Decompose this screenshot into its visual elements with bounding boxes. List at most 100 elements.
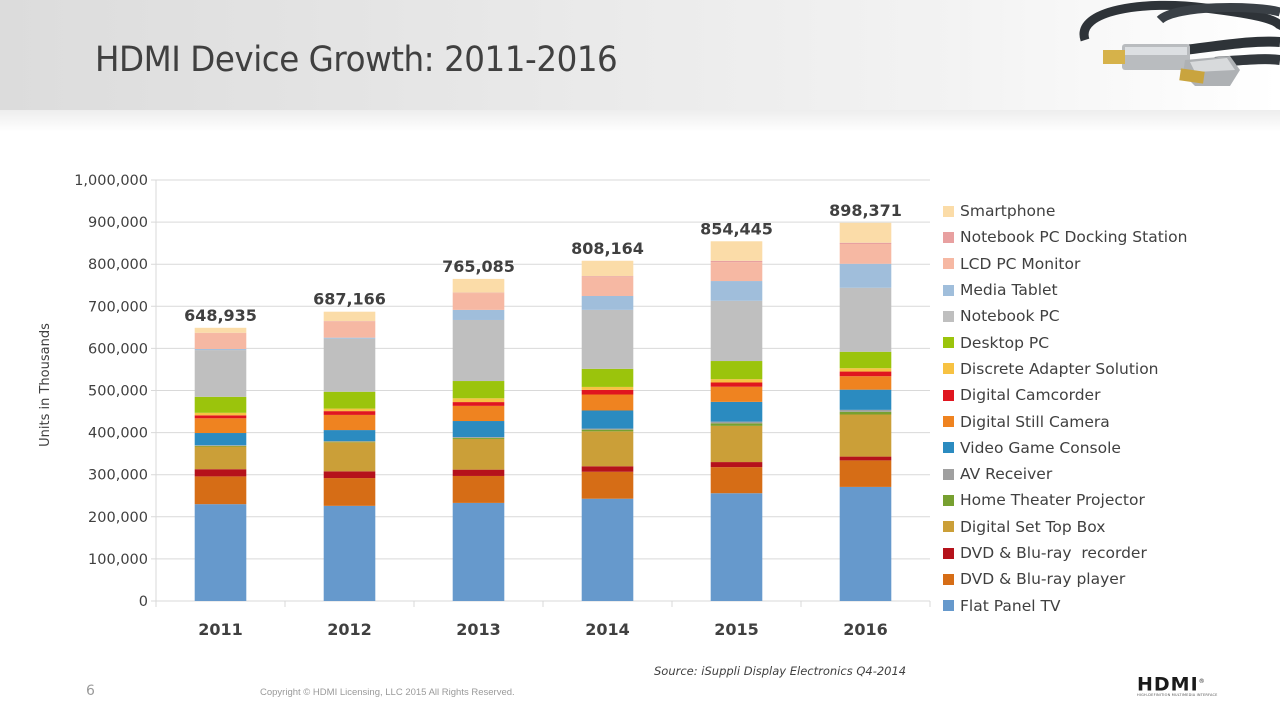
- legend-item: Digital Camcorder: [943, 382, 1187, 408]
- bar-segment-lcd-pc-monitor: [194, 333, 247, 350]
- bar-stack-2013: [452, 278, 505, 601]
- bar-segment-digital-camcorder: [581, 389, 634, 395]
- legend-item: Digital Still Camera: [943, 408, 1187, 434]
- legend-swatch: [943, 258, 954, 270]
- bar-segment-video-game-console: [452, 421, 505, 438]
- legend-swatch: [943, 284, 954, 296]
- bar-segment-notebook-pc-docking-station: [839, 242, 892, 244]
- legend-label: Desktop PC: [960, 333, 1050, 352]
- legend-label: Flat Panel TV: [960, 596, 1061, 615]
- bar-segment-dvd-blu-ray-recorder: [710, 462, 763, 468]
- bar-segment-av-receiver: [452, 437, 505, 438]
- bar-segment-digital-set-top-box: [710, 425, 763, 463]
- total-label: 765,085: [442, 257, 515, 276]
- bar-segment-av-receiver: [581, 428, 634, 430]
- page-number: 6: [86, 683, 95, 699]
- bar-segment-home-theater-projector: [581, 429, 634, 432]
- legend-item: AV Receiver: [943, 461, 1187, 487]
- bar-segment-smartphone: [839, 222, 892, 243]
- legend-label: Video Game Console: [960, 438, 1121, 457]
- legend-item: Desktop PC: [943, 329, 1187, 355]
- legend-label: AV Receiver: [960, 465, 1053, 484]
- legend-swatch: [943, 231, 954, 243]
- bar-segment-digital-set-top-box: [581, 431, 634, 467]
- y-tick-label: 400,000: [88, 426, 148, 442]
- gridlines: [151, 179, 931, 607]
- hdmi-logo-text: HDMI: [1137, 673, 1199, 696]
- bar-segment-dvd-blu-ray-player: [452, 475, 505, 503]
- bar-segment-notebook-pc: [323, 338, 376, 392]
- bar-stack-2016: [839, 222, 892, 601]
- legend-item: Video Game Console: [943, 435, 1187, 461]
- hdmi-cable-image: [1079, 0, 1280, 86]
- slide-title: HDMI Device Growth: 2011-2016: [95, 40, 618, 80]
- bar-segment-flat-panel-tv: [710, 493, 763, 601]
- legend-item: Home Theater Projector: [943, 487, 1187, 513]
- bar-segment-notebook-pc: [452, 319, 505, 382]
- legend-swatch: [943, 310, 954, 322]
- bar-segment-notebook-pc-docking-station: [581, 276, 634, 278]
- y-tick-label: 600,000: [88, 341, 148, 357]
- bar-stack-2012: [323, 311, 376, 601]
- bar-segment-digital-still-camera: [194, 418, 247, 434]
- bar-segment-smartphone: [710, 241, 763, 261]
- bar-segment-media-tablet: [323, 337, 376, 339]
- bar-segment-lcd-pc-monitor: [581, 277, 634, 296]
- bar-segment-av-receiver: [323, 441, 376, 442]
- bar-segment-digital-camcorder: [452, 402, 505, 406]
- x-category-label: 2015: [714, 620, 759, 639]
- y-tick-label: 700,000: [88, 299, 148, 315]
- bar-segment-smartphone: [323, 311, 376, 322]
- bar-segment-discrete-adapter-solution: [323, 408, 376, 412]
- chart-legend: Smartphone Notebook PC Docking Station LCD…: [943, 198, 1187, 619]
- bar-segment-digital-still-camera: [710, 386, 763, 402]
- bar-segment-notebook-pc: [839, 287, 892, 352]
- bar-segment-flat-panel-tv: [839, 486, 892, 601]
- bar-segment-dvd-blu-ray-player: [710, 467, 763, 494]
- total-label: 648,935: [184, 306, 257, 325]
- bar-stack-2015: [710, 241, 763, 601]
- bar-segment-discrete-adapter-solution: [194, 412, 247, 416]
- legend-label: LCD PC Monitor: [960, 254, 1081, 273]
- y-axis-ticks: 0 100,000 200,000 300,000 400,000 500,000 600,…: [74, 173, 148, 610]
- copyright-text: Copyright © HDMI Licensing, LLC 2015 All…: [260, 687, 515, 698]
- bar-segment-video-game-console: [839, 389, 892, 410]
- legend-label: DVD & Blu-ray recorder: [960, 544, 1147, 562]
- total-label: 687,166: [313, 290, 386, 309]
- bar-segment-dvd-blu-ray-recorder: [839, 456, 892, 461]
- bar-segment-flat-panel-tv: [452, 502, 505, 601]
- bar-segment-home-theater-projector: [452, 437, 505, 439]
- total-labels: 648,935 687,166 765,085 808,164 854,445 898,3…: [184, 201, 902, 325]
- bar-segment-lcd-pc-monitor: [452, 293, 505, 310]
- source-note: Source: iSuppli Display Electronics Q4-2…: [654, 664, 907, 678]
- legend-item: DVD & Blu-ray recorder: [943, 540, 1187, 566]
- legend-label: Digital Still Camera: [960, 412, 1110, 431]
- legend-label: DVD & Blu-ray player: [960, 570, 1126, 589]
- bar-segment-media-tablet: [194, 349, 247, 351]
- bar-segment-dvd-blu-ray-player: [581, 471, 634, 499]
- bar-segment-flat-panel-tv: [194, 504, 247, 601]
- bar-segment-dvd-blu-ray-player: [839, 460, 892, 487]
- legend-label: Digital Set Top Box: [960, 517, 1106, 536]
- total-label: 854,445: [700, 219, 773, 238]
- bar-segment-desktop-pc: [323, 391, 376, 409]
- bar-segment-flat-panel-tv: [323, 505, 376, 601]
- bar-segment-smartphone: [581, 260, 634, 277]
- bar-segment-digital-still-camera: [581, 394, 634, 411]
- hdmi-logo: HDMI® HIGH-DEFINITION MULTIMEDIA INTERFA…: [1137, 673, 1233, 703]
- bar-segment-home-theater-projector: [710, 423, 763, 426]
- bar-segment-lcd-pc-monitor: [710, 262, 763, 282]
- header-shadow: [0, 110, 1280, 132]
- legend-swatch: [943, 205, 954, 217]
- legend-label: Home Theater Projector: [960, 491, 1145, 510]
- bar-segment-digital-camcorder: [710, 382, 763, 387]
- legend-item: Notebook PC Docking Station: [943, 224, 1187, 250]
- legend-label: Digital Camcorder: [960, 386, 1101, 405]
- bar-segment-digital-camcorder: [194, 415, 247, 419]
- bar-segment-discrete-adapter-solution: [710, 379, 763, 383]
- bar-segment-discrete-adapter-solution: [452, 398, 505, 403]
- bar-segment-video-game-console: [710, 401, 763, 422]
- legend-label: Notebook PC Docking Station: [960, 228, 1188, 247]
- hdmi-logo-subtitle: HIGH-DEFINITION MULTIMEDIA INTERFACE: [1137, 693, 1218, 698]
